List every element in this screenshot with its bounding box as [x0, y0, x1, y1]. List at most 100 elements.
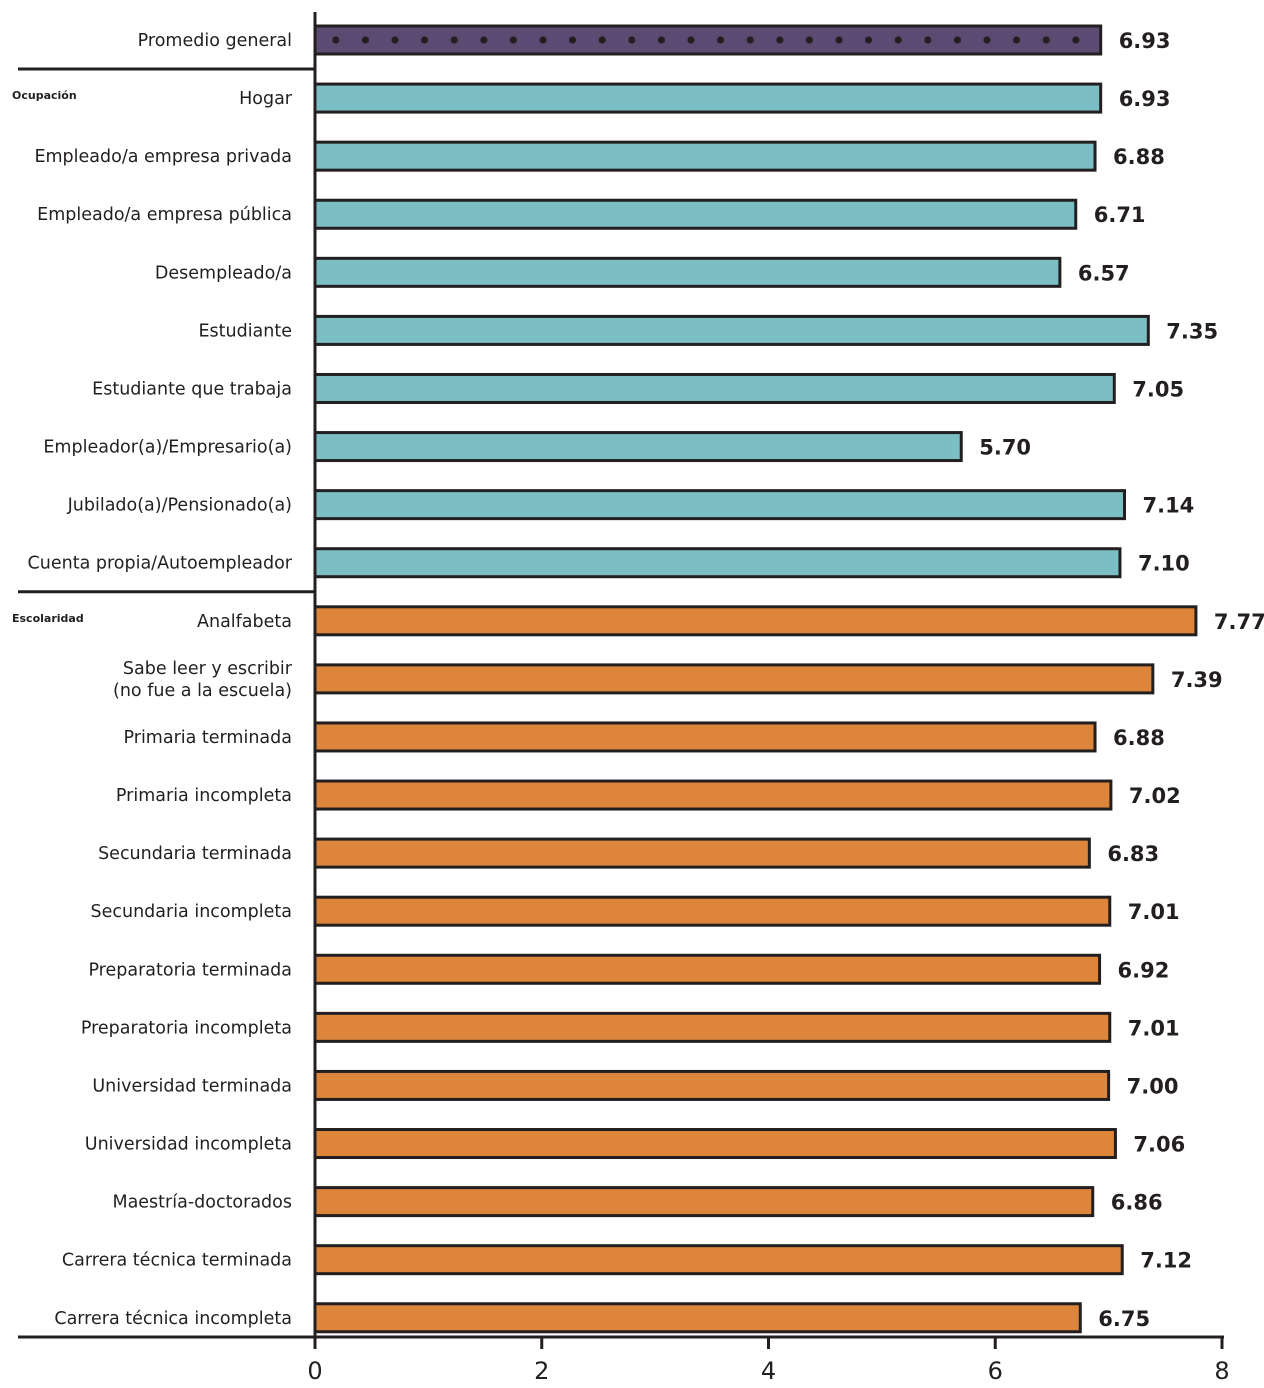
value-label-1-7: 7.14 — [1142, 494, 1194, 518]
category-label-2-6: Preparatoria terminada — [88, 960, 292, 980]
category-label-2-5: Secundaria incompleta — [90, 902, 292, 922]
bar-2-4 — [313, 837, 1091, 869]
category-label-2-1: Sabe leer y escribir (no fue a la escuela… — [113, 659, 293, 701]
value-label-2-9: 7.06 — [1133, 1133, 1185, 1157]
category-label-line: Universidad incompleta — [85, 1135, 292, 1155]
value-label-2-7: 7.01 — [1128, 1016, 1180, 1040]
value-label-2-12: 6.75 — [1098, 1307, 1150, 1331]
bar-2-11 — [313, 1244, 1124, 1276]
category-label-line: Maestría-doctorados — [112, 1193, 292, 1213]
bar-1-2 — [313, 198, 1078, 230]
category-label-1-3: Desempleado/a — [155, 263, 292, 283]
value-label-0-0: 6.93 — [1119, 29, 1171, 53]
value-label-1-1: 6.88 — [1113, 145, 1165, 169]
category-label-line: Universidad terminada — [92, 1076, 292, 1096]
x-tick-label-4: 8 — [1214, 1357, 1229, 1385]
value-label-2-0: 7.77 — [1214, 610, 1264, 634]
value-label-2-5: 7.01 — [1128, 900, 1180, 924]
category-label-1-8: Cuenta propia/Autoempleador — [28, 554, 293, 574]
x-tick-label-2: 4 — [761, 1357, 776, 1385]
bar-1-6 — [313, 431, 963, 463]
value-label-1-3: 6.57 — [1078, 261, 1130, 285]
category-label-line: Primaria incompleta — [116, 786, 292, 806]
category-label-line: Empleado/a empresa pública — [37, 205, 292, 225]
category-label-line: Secundaria terminada — [98, 844, 292, 864]
category-label-2-9: Universidad incompleta — [85, 1135, 292, 1155]
value-label-2-1: 7.39 — [1171, 668, 1223, 692]
bar-1-0 — [313, 82, 1103, 114]
x-tick-label-0: 0 — [307, 1357, 322, 1385]
category-label-1-2: Empleado/a empresa pública — [37, 205, 292, 225]
category-label-2-2: Primaria terminada — [124, 728, 293, 748]
group-label-2: Escolaridad — [12, 612, 84, 625]
category-label-1-4: Estudiante — [198, 321, 292, 341]
category-label-line: Sabe leer y escribir — [123, 659, 293, 679]
category-label-line: Preparatoria terminada — [88, 960, 292, 980]
category-label-line: Carrera técnica incompleta — [54, 1309, 292, 1329]
value-label-2-11: 7.12 — [1140, 1249, 1192, 1273]
category-label-2-0: Analfabeta — [197, 612, 292, 632]
category-label-line: Empleador(a)/Empresario(a) — [43, 438, 292, 458]
bar-1-8 — [313, 547, 1122, 579]
value-label-2-10: 6.86 — [1111, 1191, 1163, 1215]
category-label-line: Secundaria incompleta — [90, 902, 292, 922]
value-label-1-6: 5.70 — [979, 436, 1031, 460]
x-tick-label-1: 2 — [534, 1357, 549, 1385]
category-label-line: Desempleado/a — [155, 263, 292, 283]
category-label-line: Hogar — [239, 89, 293, 109]
bar-1-3 — [313, 256, 1062, 288]
category-label-line: Carrera técnica terminada — [62, 1251, 292, 1271]
bar-1-5 — [313, 372, 1116, 404]
bar-2-1 — [313, 663, 1155, 695]
bar-2-12 — [313, 1302, 1082, 1334]
value-label-1-4: 7.35 — [1166, 319, 1218, 343]
bar-2-0 — [313, 605, 1198, 637]
category-label-1-1: Empleado/a empresa privada — [34, 147, 292, 167]
category-label-line: Jubilado(a)/Pensionado(a) — [67, 496, 292, 516]
bar-0-0 — [313, 24, 1103, 56]
category-label-2-4: Secundaria terminada — [98, 844, 292, 864]
x-tick-label-3: 6 — [988, 1357, 1003, 1385]
value-label-1-8: 7.10 — [1138, 552, 1190, 576]
category-label-line: (no fue a la escuela) — [113, 681, 292, 701]
category-label-2-10: Maestría-doctorados — [112, 1193, 292, 1213]
category-label-2-8: Universidad terminada — [92, 1076, 292, 1096]
group-label-1: Ocupación — [12, 89, 77, 102]
bar-1-4 — [313, 314, 1150, 346]
category-label-line: Cuenta propia/Autoempleador — [28, 554, 293, 574]
category-label-2-3: Primaria incompleta — [116, 786, 292, 806]
bar-2-3 — [313, 779, 1113, 811]
bar-2-7 — [313, 1011, 1112, 1043]
category-label-line: Estudiante que trabaja — [92, 379, 292, 399]
category-label-2-12: Carrera técnica incompleta — [54, 1309, 292, 1329]
value-label-2-6: 6.92 — [1118, 958, 1170, 982]
bar-2-6 — [313, 953, 1102, 985]
category-label-line: Analfabeta — [197, 612, 292, 632]
bar-1-1 — [313, 140, 1097, 172]
value-label-2-3: 7.02 — [1129, 784, 1181, 808]
value-label-1-2: 6.71 — [1094, 203, 1146, 227]
value-label-2-8: 7.00 — [1127, 1074, 1179, 1098]
category-label-1-0: Hogar — [239, 89, 293, 109]
category-label-1-7: Jubilado(a)/Pensionado(a) — [67, 496, 292, 516]
bar-2-8 — [313, 1069, 1111, 1101]
category-label-line: Primaria terminada — [124, 728, 293, 748]
value-label-2-4: 6.83 — [1107, 842, 1159, 866]
value-label-1-0: 6.93 — [1119, 87, 1171, 111]
category-label-line: Estudiante — [198, 321, 292, 341]
category-label-line: Preparatoria incompleta — [81, 1018, 292, 1038]
bar-1-7 — [313, 489, 1126, 521]
value-label-2-2: 6.88 — [1113, 726, 1165, 750]
bar-2-5 — [313, 895, 1112, 927]
value-label-1-5: 7.05 — [1132, 377, 1184, 401]
category-label-2-7: Preparatoria incompleta — [81, 1018, 292, 1038]
category-label-0-0: Promedio general — [138, 31, 292, 51]
bar-2-2 — [313, 721, 1097, 753]
category-label-line: Promedio general — [138, 31, 292, 51]
category-label-1-5: Estudiante que trabaja — [92, 379, 292, 399]
bar-2-10 — [313, 1186, 1095, 1218]
category-label-2-11: Carrera técnica terminada — [62, 1251, 292, 1271]
category-label-1-6: Empleador(a)/Empresario(a) — [43, 438, 292, 458]
bar-2-9 — [313, 1128, 1117, 1160]
